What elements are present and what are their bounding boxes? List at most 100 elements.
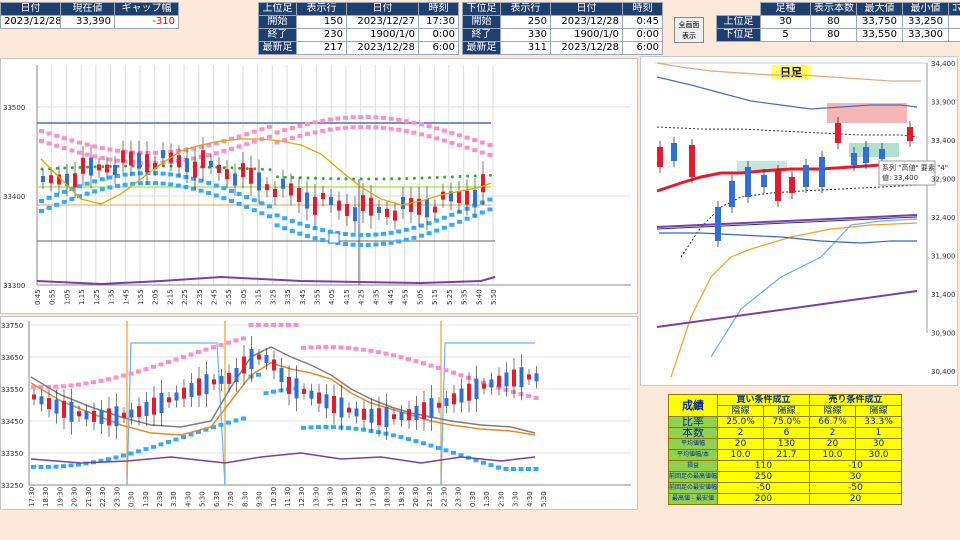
lower-bar-type[interactable]: 5 [760,28,811,42]
x-tick-label: 18:30 [384,487,392,507]
lower-end-date[interactable]: 1900/1/0 [550,28,623,42]
lower-latest-date[interactable]: 2023/12/28 [550,41,623,55]
lower-latest-row[interactable]: 311 [500,41,551,55]
purple-line [30,452,536,464]
upper-col-header: 表示行 [296,2,347,16]
date-header: 日付 [0,2,61,16]
purple-trend-low [656,290,918,328]
lower-min[interactable]: 33,300 [902,28,949,42]
lower-end-row[interactable]: 330 [500,28,551,42]
blue-band [39,171,493,247]
cell: 2 [809,427,857,439]
cell: 130 [763,438,811,450]
upper-timeframe-chart[interactable]: 33750 33650 33550 33450 33350 33250 17:30 18:3… [0,316,638,510]
cell: 33.3% [855,416,903,428]
upper-end-time[interactable]: 0:00 [418,28,459,42]
upper-start-date[interactable]: 2023/12/27 [346,15,419,29]
upper-latest-date[interactable]: 2023/12/28 [346,41,419,55]
upper-timeframe-table: 上位足 表示行 日付 時刻 開始 150 2023/12/27 17:30 終了 230 190… [258,2,459,55]
x-tick-label: 4:30 [526,491,534,507]
lower-col-header: 時刻 [622,2,663,16]
lower-start-time[interactable]: 0:45 [622,15,663,29]
lower-start-row[interactable]: 250 [500,15,551,29]
price-value[interactable]: 33,390 [60,15,115,29]
cell: 250 [717,471,811,483]
x-tick-label: 6:30 [213,491,221,507]
upper-start-row[interactable]: 150 [296,15,347,29]
x-tick-label: 1:15 [78,289,86,305]
upper-bar-type[interactable]: 30 [760,15,811,29]
row-label-prev-high: 前回足の最高値幅 [667,471,719,483]
lower-max[interactable]: 33,550 [856,28,903,42]
lower-bar-count[interactable]: 80 [810,28,857,42]
cell: 20 [717,438,765,450]
cell: 30.0 [855,449,903,461]
upper-row-label: 開始 [258,15,297,29]
x-tick-label: 1:55 [137,289,145,305]
x-tick-label: 1:05 [63,289,71,305]
daily-chart[interactable]: 日足 系列 "高値" 要素 "4" 値: 33,400 34,400 33,900… [640,56,958,386]
col-bear: 陰線 [717,405,765,417]
y-tick-label: 33400 [3,193,25,201]
upper-end-row[interactable]: 230 [296,28,347,42]
lower-timeframe-chart[interactable]: 33500 33400 33300 0:45 0:55 1:05 1:15 1:25 1:35… [0,58,638,314]
x-tick-label: 5:30 [540,491,548,507]
candlesticks [32,336,539,440]
x-tick-label: 11:30 [284,487,292,507]
x-tick-label: 21:30 [426,487,434,507]
lower-row-label: 最新足 [462,41,501,55]
session-box [440,342,535,486]
bollinger-mid [30,346,536,434]
upper-bar-count[interactable]: 80 [810,15,857,29]
sell-zone [827,103,907,123]
lower-latest-time[interactable]: 6:00 [622,41,663,55]
x-tick-label: 17:30 [28,487,36,507]
row-label-ratio: 比率 [667,416,719,428]
fullscreen-button[interactable]: 全画面 表示 [674,17,704,43]
moving-average-line [30,362,536,436]
upper-latest-row[interactable]: 217 [296,41,347,55]
upper-col-header: 上位足 [258,2,297,16]
upper-end-date[interactable]: 1900/1/0 [346,28,419,42]
upper-max[interactable]: 33,750 [856,15,903,29]
x-tick-label: 19:30 [56,487,64,507]
y-tick-label: 33,900 [931,99,956,107]
x-tick-label: 7:30 [227,491,235,507]
lower-row-label: 終了 [462,28,501,42]
x-tick-label: 4:15 [343,289,351,305]
y-tick-label: 33250 [1,482,23,490]
x-tick-label: 5:35 [461,289,469,305]
signal-icon[interactable] [328,232,340,244]
date-value[interactable]: 2023/12/28 [0,15,61,29]
x-tick-label: 20:30 [71,487,79,507]
upper-start-time[interactable]: 17:30 [418,15,459,29]
y-tick-label: 33350 [1,450,23,458]
cell: -10 [809,460,903,472]
upper-col-header: 時刻 [418,2,459,16]
right-col-header: 最大値 [856,2,903,16]
y-tick-label: 30,400 [931,368,956,376]
candlesticks [41,137,485,233]
chart3-svg: 日足 系列 "高値" 要素 "4" 値: 33,400 34,400 33,900… [655,60,956,378]
x-tick-label: 2:45 [211,289,219,305]
x-tick-label: 21:30 [85,487,93,507]
gap-value[interactable]: -310 [114,15,179,29]
chart-title: 日足 [780,66,803,79]
moving-average-line [40,138,492,206]
cell: 25.0% [717,416,765,428]
x-tick-label: 2:35 [196,289,204,305]
upper-row-label: 最新足 [258,41,297,55]
x-tick-label: 8:30 [241,491,249,507]
right-col-header: 表示本数 [810,2,857,16]
cell: 6 [763,427,811,439]
lower-end-time[interactable]: 0:00 [622,28,663,42]
buy-zone [849,143,899,157]
x-tick-label: 0:30 [128,491,136,507]
upper-latest-time[interactable]: 6:00 [418,41,459,55]
upper-min[interactable]: 33,250 [902,15,949,29]
x-tick-label: 4:45 [387,289,395,305]
row-label-count: 本数 [667,427,719,439]
x-tick-label: 23:30 [455,487,463,507]
lower-row-label: 開始 [462,15,501,29]
lower-start-date[interactable]: 2023/12/28 [550,15,623,29]
